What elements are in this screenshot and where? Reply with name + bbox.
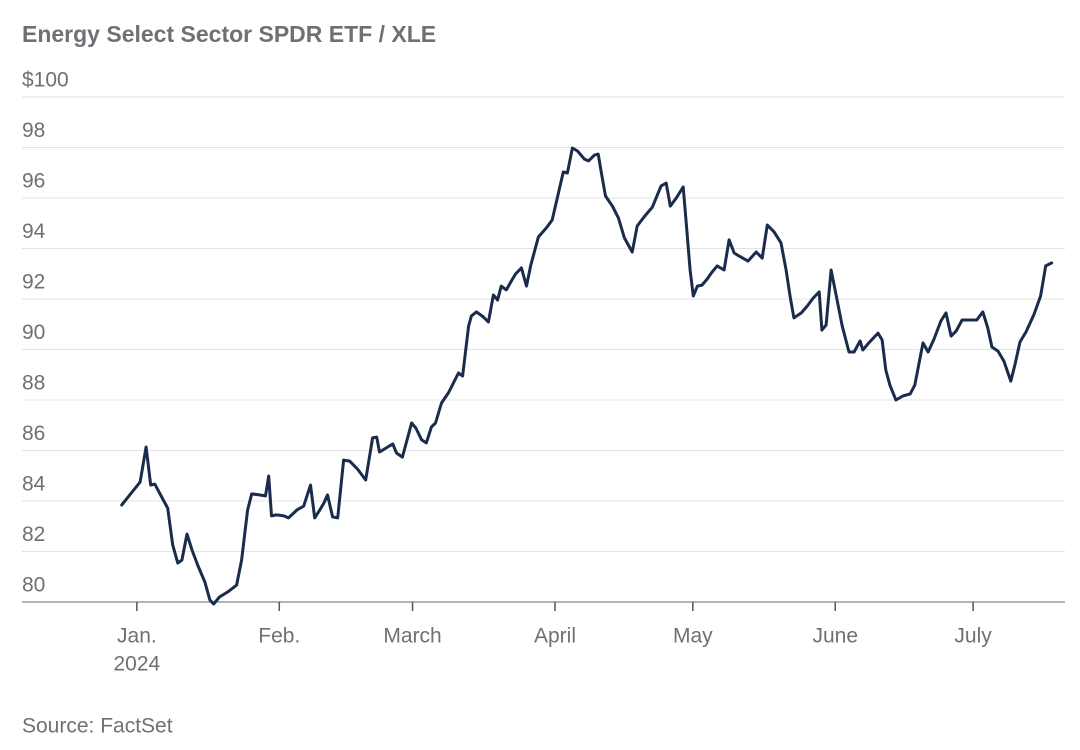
- y-tick-label: 88: [22, 372, 45, 395]
- x-tick-label: July: [954, 625, 992, 648]
- x-tick-label: March: [383, 625, 441, 648]
- x-tick-label: May: [673, 625, 713, 648]
- x-tick-sublabel: 2024: [114, 653, 161, 676]
- price-line: [120, 146, 1054, 606]
- y-tick-label: $100: [22, 69, 69, 92]
- x-tick-label: June: [812, 625, 858, 648]
- source-note: Source: FactSet: [22, 715, 173, 738]
- chart-title: Energy Select Sector SPDR ETF / XLE: [22, 21, 436, 47]
- y-tick-label: 94: [22, 220, 46, 243]
- y-tick-label: 98: [22, 119, 45, 142]
- y-tick-label: 96: [22, 170, 45, 193]
- y-tick-label: 92: [22, 271, 45, 294]
- y-tick-label: 80: [22, 574, 45, 597]
- y-tick-label: 82: [22, 523, 45, 546]
- y-tick-label: 90: [22, 321, 45, 344]
- y-tick-label: 84: [22, 473, 46, 496]
- x-tick-label: April: [534, 625, 576, 648]
- x-tick-label: Jan.: [117, 625, 157, 648]
- y-tick-label: 86: [22, 422, 45, 445]
- x-tick-label: Feb.: [258, 625, 300, 648]
